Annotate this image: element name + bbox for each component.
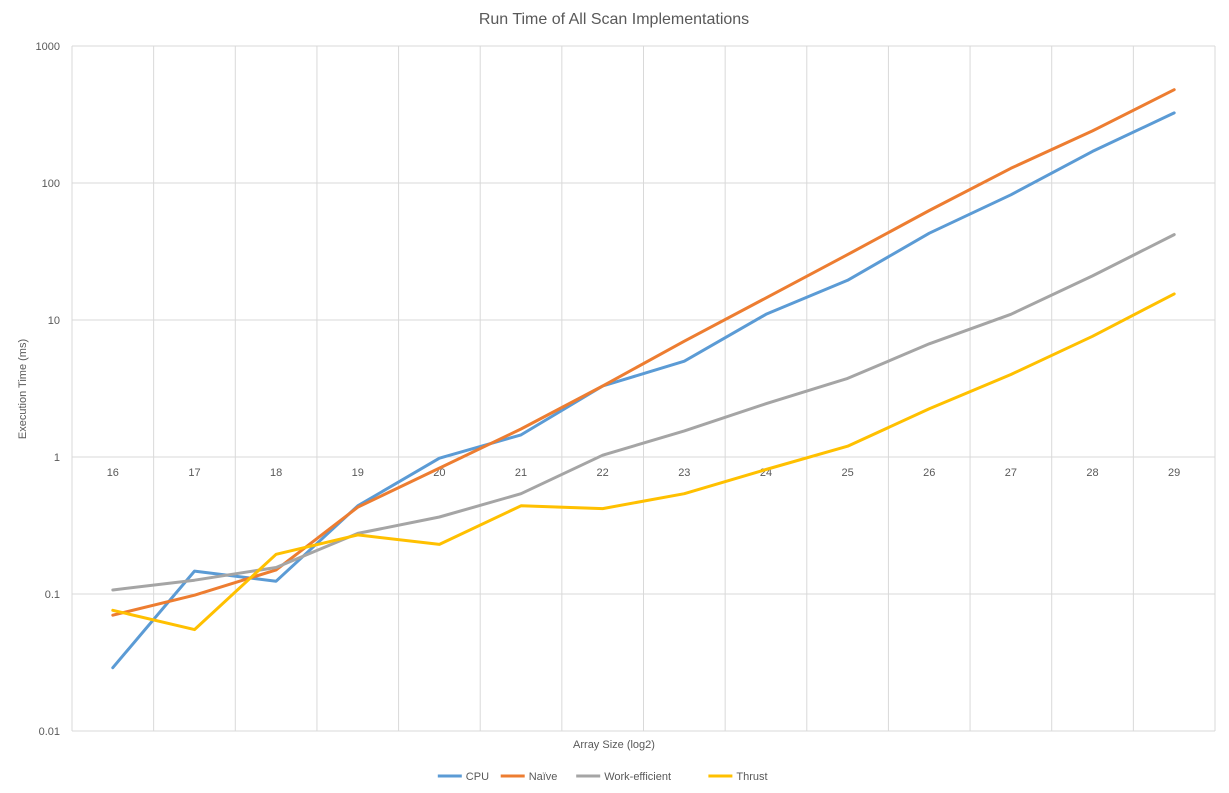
legend-label: Work-efficient [604,771,671,783]
x-tick-label: 23 [678,467,690,479]
legend-label: Thrust [736,771,767,783]
x-tick-label: 27 [1005,467,1017,479]
series-lines [111,88,1176,670]
x-axis-label: Array Size (log2) [573,739,655,751]
x-tick-label: 29 [1168,467,1180,479]
y-tick-label: 10 [48,315,60,327]
series-line-thrust [111,292,1176,632]
x-tick-label: 18 [270,467,282,479]
y-axis-label: Execution Time (ms) [17,339,29,439]
x-tick-label: 25 [841,467,853,479]
chart-title: Run Time of All Scan Implementations [479,11,749,28]
y-tick-label: 1 [54,452,60,464]
legend-item: CPU [437,771,489,783]
legend-label: Naïve [529,771,558,783]
grid [71,45,1216,732]
legend: CPU Naïve Work-efficient Thrust [437,771,768,783]
x-tick-label: 17 [188,467,200,479]
x-axis-ticks: 16 17 18 19 20 21 22 23 24 25 26 27 28 29 [107,467,1181,479]
legend-item: Work-efficient [576,771,671,783]
series-line-na-ve [111,88,1176,617]
y-tick-label: 0.01 [39,726,60,738]
x-tick-label: 21 [515,467,527,479]
x-tick-label: 28 [1086,467,1098,479]
x-tick-label: 22 [597,467,609,479]
y-axis-ticks: 0.01 0.1 1 10 100 1000 [36,41,60,738]
legend-label: CPU [466,771,489,783]
series-line-cpu [111,111,1176,670]
x-tick-label: 19 [352,467,364,479]
series-line-work-efficient [111,233,1176,592]
x-tick-label: 26 [923,467,935,479]
y-tick-label: 100 [42,178,60,190]
legend-item: Naïve [500,771,558,783]
y-tick-label: 1000 [36,41,60,53]
x-tick-label: 16 [107,467,119,479]
y-tick-label: 0.1 [45,589,60,601]
legend-item: Thrust [708,771,768,783]
